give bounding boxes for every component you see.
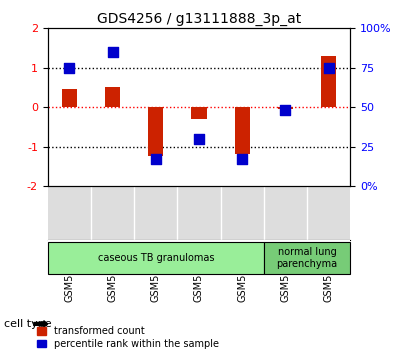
- Bar: [235, 107, 250, 154]
- Point: [152, 156, 159, 162]
- FancyBboxPatch shape: [264, 242, 350, 274]
- Bar: [321, 56, 336, 107]
- Point: [66, 65, 72, 70]
- Bar: [148, 107, 163, 156]
- Point: [326, 65, 332, 70]
- Point: [109, 49, 116, 55]
- Point: [196, 136, 202, 142]
- Legend: transformed count, percentile rank within the sample: transformed count, percentile rank withi…: [37, 326, 219, 349]
- Bar: [278, 107, 293, 109]
- Point: [239, 156, 246, 162]
- Text: normal lung
parenchyma: normal lung parenchyma: [277, 247, 338, 269]
- Point: [282, 108, 289, 113]
- Bar: [191, 107, 207, 119]
- FancyBboxPatch shape: [48, 242, 264, 274]
- Bar: [62, 90, 77, 107]
- Text: caseous TB granulomas: caseous TB granulomas: [98, 253, 214, 263]
- Text: cell type: cell type: [4, 319, 52, 329]
- Title: GDS4256 / g13111888_3p_at: GDS4256 / g13111888_3p_at: [97, 12, 301, 26]
- Bar: [105, 87, 120, 107]
